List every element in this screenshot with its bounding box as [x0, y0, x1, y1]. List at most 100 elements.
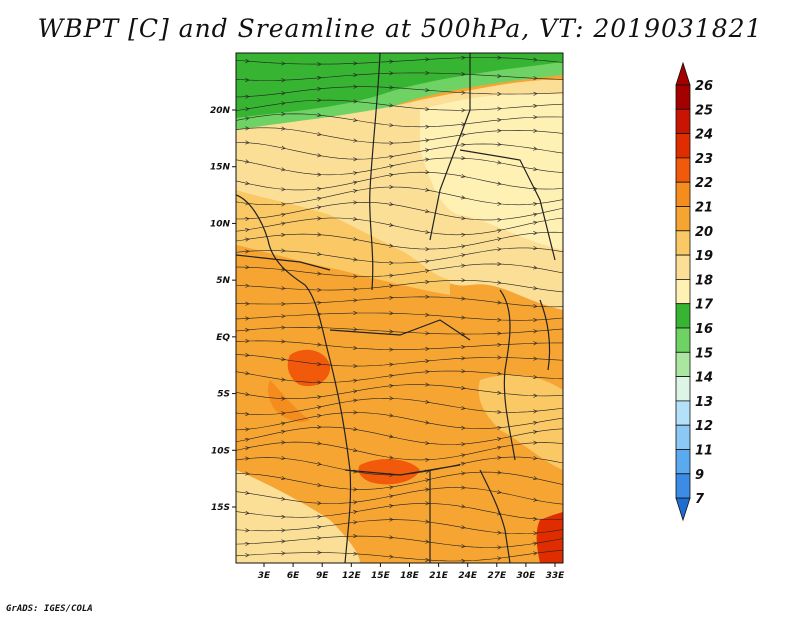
streamline-arrow: [497, 118, 502, 123]
lon-label: 24E: [458, 571, 478, 581]
colorbar-swatch: [675, 303, 691, 329]
streamline-arrow: [461, 155, 466, 161]
streamline-arrow: [353, 410, 358, 415]
colorbar-label: 15: [695, 346, 713, 361]
streamline-arrow: [425, 359, 430, 364]
streamline-arrow: [497, 390, 502, 395]
streamline-arrow: [533, 91, 538, 96]
streamline-arrow: [317, 131, 322, 137]
streamline-arrow: [497, 181, 502, 186]
colorbar-label: 22: [695, 176, 713, 191]
streamline-arrow: [281, 286, 286, 291]
streamline-arrow: [425, 247, 430, 252]
streamline-arrow: [533, 57, 538, 62]
streamline: [236, 171, 563, 191]
country-border: [539, 299, 551, 371]
streamline-arrow: [497, 55, 502, 60]
streamline-arrow: [281, 325, 286, 330]
streamline-arrow: [245, 510, 250, 515]
streamline-arrow: [389, 173, 394, 178]
streamline-arrow: [317, 342, 322, 347]
streamline-arrow: [281, 456, 286, 461]
streamline-arrow: [533, 231, 538, 236]
streamline-arrow: [281, 232, 286, 238]
streamline-arrow: [389, 472, 394, 478]
streamline-arrow: [317, 312, 322, 317]
streamline-arrow: [281, 377, 286, 382]
streamline-arrow: [245, 201, 250, 206]
streamline-arrow: [353, 138, 358, 143]
streamline-arrow: [425, 57, 430, 62]
streamline-arrow: [497, 91, 502, 97]
streamline-arrow: [389, 123, 394, 128]
colorbar-swatch: [675, 473, 691, 499]
streamline-arrow: [497, 280, 502, 285]
streamline-arrow: [281, 101, 286, 106]
streamline-arrow: [533, 516, 538, 522]
streamline-arrow: [353, 364, 358, 369]
streamline-arrow: [461, 461, 466, 466]
streamline-arrow: [533, 286, 538, 291]
streamline-arrow: [245, 159, 250, 164]
colorbar-label: 25: [695, 103, 713, 118]
country-border: [369, 53, 381, 291]
streamline-arrow: [425, 87, 430, 93]
streamline-arrow: [353, 427, 358, 432]
streamline-arrow: [281, 212, 286, 217]
streamline: [236, 535, 563, 548]
streamline-arrow: [281, 248, 286, 253]
streamline-arrow: [497, 331, 502, 336]
streamline-arrow: [533, 455, 538, 461]
streamline-arrow: [353, 398, 358, 403]
streamline-arrow: [533, 551, 538, 556]
streamline-arrow: [245, 316, 250, 321]
streamline-arrow: [281, 396, 286, 401]
colorbar-label: 24: [695, 128, 713, 143]
streamline: [236, 141, 563, 160]
lat-label: 5N: [216, 276, 230, 286]
streamline-arrow: [281, 187, 286, 192]
streamline-arrow: [497, 106, 502, 111]
streamline-arrow: [281, 357, 286, 362]
streamline-arrow: [389, 154, 394, 159]
streamline: [236, 426, 563, 445]
streamline-arrow: [281, 539, 286, 544]
streamline-arrow: [245, 116, 250, 121]
streamline-arrow: [245, 490, 250, 495]
streamline-arrow: [281, 528, 286, 533]
streamline-arrow: [353, 378, 358, 383]
streamline-arrow: [425, 487, 430, 492]
streamline-arrow: [317, 112, 322, 117]
streamline-arrow: [533, 146, 538, 151]
chart-title: WBPT [C] and Sreamline at 500hPa, VT: 20…: [37, 14, 763, 43]
colorbar: 26 25 24 23 22 21 20 19 18 17 16 15 14 13 12 11 9 7: [675, 61, 714, 522]
streamline-arrow: [497, 73, 502, 79]
streamline-arrow: [389, 347, 394, 352]
streamline-arrow: [245, 471, 250, 476]
streamline-arrow: [317, 405, 322, 410]
colorbar-swatch: [675, 133, 691, 159]
streamline-arrow: [317, 536, 322, 541]
streamline-arrow: [245, 553, 250, 558]
streamline-arrow: [497, 530, 502, 535]
streamline-arrow: [245, 446, 250, 451]
colorbar-swatch: [675, 424, 691, 450]
streamline: [236, 412, 563, 431]
streamline: [236, 519, 563, 535]
streamline-arrow: [497, 511, 502, 516]
streamline: [236, 456, 563, 476]
field-band-19-southwest: [236, 470, 360, 563]
streamline: [236, 186, 563, 206]
colorbar-label: 19: [695, 249, 713, 264]
streamline-arrow: [353, 551, 358, 556]
streamline: [236, 201, 563, 221]
lon-label: 15E: [371, 571, 391, 581]
streamline-arrow: [389, 504, 394, 509]
streamline-arrow: [245, 283, 250, 288]
streamline-arrow: [461, 345, 466, 350]
streamline-arrow: [461, 263, 466, 268]
streamline-arrow: [389, 535, 394, 540]
colorbar-swatch: [675, 230, 691, 256]
streamline-arrow: [497, 247, 502, 252]
streamline-arrow: [497, 317, 502, 322]
